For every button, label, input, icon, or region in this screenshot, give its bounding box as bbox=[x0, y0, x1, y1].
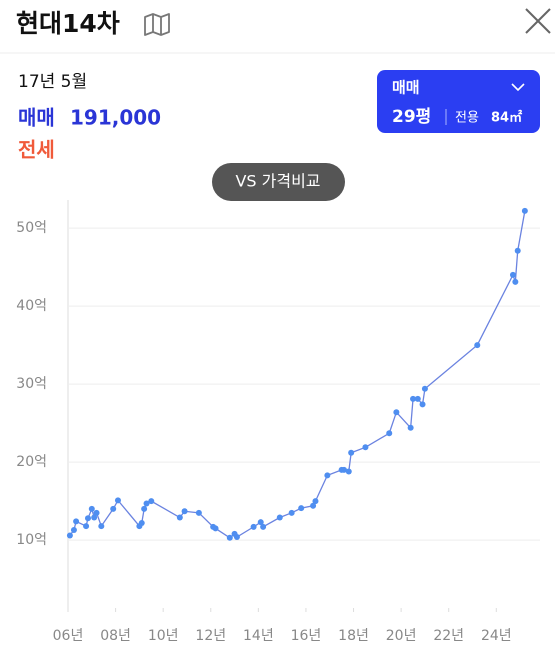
data-point bbox=[386, 430, 393, 437]
data-point bbox=[233, 534, 240, 541]
selector-size: 29평 bbox=[392, 107, 431, 127]
data-point bbox=[421, 385, 428, 392]
data-point bbox=[509, 271, 516, 278]
data-point bbox=[260, 523, 267, 530]
data-point bbox=[514, 247, 521, 254]
y-tick-label: 40억 bbox=[16, 298, 47, 314]
data-point bbox=[212, 525, 219, 532]
x-tick-label: 18년 bbox=[338, 628, 369, 644]
selector-type: 매매 bbox=[392, 79, 420, 97]
data-point bbox=[298, 505, 305, 512]
sale-price: 191,000 bbox=[70, 106, 161, 130]
data-point bbox=[73, 518, 80, 525]
chevron bbox=[511, 83, 525, 92]
data-point bbox=[70, 526, 77, 533]
type-selector[interactable]: 매매 29평 전용 84㎡ bbox=[377, 70, 540, 133]
data-point bbox=[341, 466, 348, 473]
sale-label: 매매 bbox=[18, 106, 55, 130]
data-point bbox=[474, 342, 481, 349]
x-tick-label: 06년 bbox=[53, 628, 84, 644]
x-tick-label: 16년 bbox=[291, 628, 322, 644]
data-point bbox=[348, 449, 355, 456]
data-point bbox=[310, 502, 317, 509]
x-tick-label: 12년 bbox=[195, 628, 226, 644]
data-point bbox=[226, 534, 233, 541]
x-tick-label: 10년 bbox=[148, 628, 179, 644]
y-tick-label: 30억 bbox=[16, 376, 47, 392]
data-point bbox=[143, 500, 150, 507]
selector-box[interactable] bbox=[377, 70, 540, 133]
data-point bbox=[181, 508, 188, 515]
data-point bbox=[66, 532, 73, 539]
data-point bbox=[91, 514, 98, 521]
data-point bbox=[512, 278, 519, 285]
data-point bbox=[362, 444, 369, 451]
data-point bbox=[84, 515, 91, 522]
data-point bbox=[114, 497, 121, 504]
jeonse-label: 전세 bbox=[18, 138, 55, 162]
data-point bbox=[98, 523, 105, 530]
data-point bbox=[407, 424, 414, 431]
data-point bbox=[419, 401, 426, 408]
selector-area-label: 전용 bbox=[455, 111, 479, 126]
data-point bbox=[257, 519, 264, 526]
close-button[interactable] bbox=[525, 8, 551, 34]
data-point bbox=[83, 523, 90, 530]
data-point bbox=[93, 509, 100, 516]
data-point bbox=[410, 395, 417, 402]
map-icon[interactable] bbox=[144, 13, 170, 36]
data-point bbox=[345, 468, 352, 475]
date: 17년 5월 bbox=[18, 72, 87, 92]
selector-area: 84㎡ bbox=[491, 110, 522, 126]
data-point bbox=[324, 472, 331, 479]
x-tick-label: 08년 bbox=[100, 628, 131, 644]
data-point bbox=[141, 505, 148, 512]
data-point bbox=[312, 498, 319, 505]
data-point bbox=[393, 409, 400, 416]
data-point bbox=[195, 509, 202, 516]
compare-button[interactable] bbox=[212, 163, 345, 201]
y-tick-label: 20억 bbox=[16, 454, 47, 470]
data-point bbox=[88, 505, 95, 512]
x-tick-label: 14년 bbox=[243, 628, 274, 644]
y-tick-label: 10억 bbox=[16, 532, 47, 548]
x-tick-label: 20년 bbox=[386, 628, 417, 644]
x-tick-label: 24년 bbox=[481, 628, 512, 644]
price-line bbox=[69, 210, 526, 539]
data-point bbox=[250, 523, 257, 530]
data-point bbox=[176, 514, 183, 521]
chart: 10억 20억 30억 40억 50억 06년 08년 10년 12년 14년 16년 18년 20년 2… bbox=[16, 207, 540, 644]
data-point bbox=[110, 505, 117, 512]
y-tick-label: 50억 bbox=[16, 220, 47, 236]
page-title: 현대14차 bbox=[16, 9, 120, 38]
data-point bbox=[521, 207, 528, 214]
data-point bbox=[414, 395, 421, 402]
data-point bbox=[288, 509, 295, 516]
x-tick-label: 22년 bbox=[433, 628, 464, 644]
data-point bbox=[148, 498, 155, 505]
data-point bbox=[138, 519, 145, 526]
compare-button-label: VS 가격비교 bbox=[235, 172, 320, 191]
data-point bbox=[276, 514, 283, 521]
